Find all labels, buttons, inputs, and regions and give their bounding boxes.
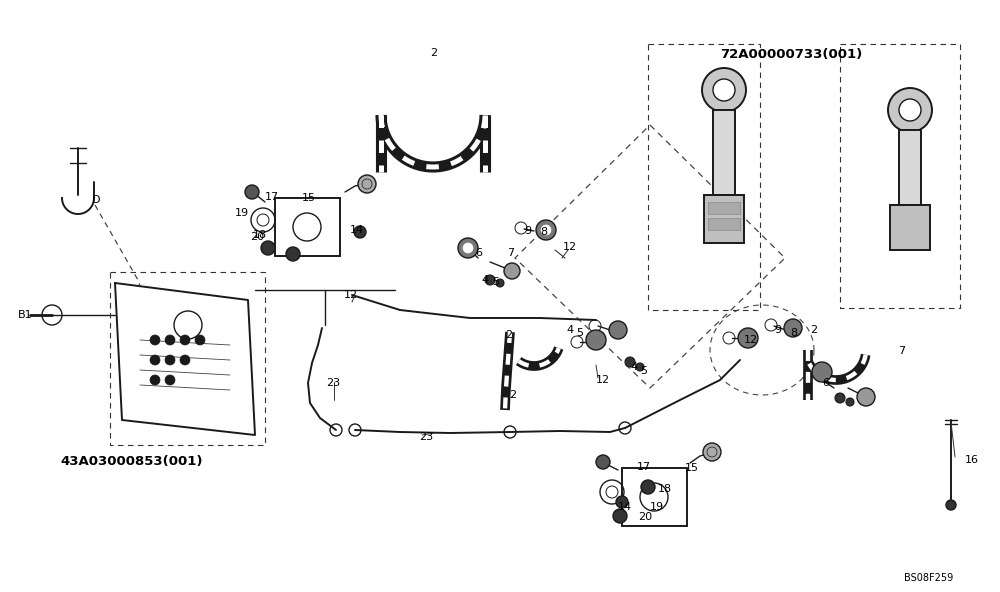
- Circle shape: [541, 225, 551, 235]
- Circle shape: [738, 328, 758, 348]
- Text: 18: 18: [253, 230, 267, 240]
- Text: 15: 15: [685, 463, 699, 473]
- Circle shape: [165, 375, 175, 385]
- Circle shape: [358, 175, 376, 193]
- Circle shape: [586, 330, 606, 350]
- Circle shape: [180, 355, 190, 365]
- Circle shape: [609, 321, 627, 339]
- Circle shape: [354, 226, 366, 238]
- Bar: [713, 110, 735, 195]
- Text: 12: 12: [563, 242, 577, 252]
- Text: 19: 19: [235, 208, 249, 218]
- Text: 8: 8: [790, 328, 797, 338]
- Circle shape: [165, 355, 175, 365]
- Circle shape: [812, 362, 832, 382]
- Text: 18: 18: [658, 484, 672, 494]
- Circle shape: [636, 363, 644, 371]
- Circle shape: [857, 388, 875, 406]
- Text: 23: 23: [326, 378, 340, 388]
- Text: 20: 20: [250, 232, 264, 242]
- Text: 23: 23: [419, 432, 433, 442]
- Circle shape: [702, 68, 746, 112]
- Text: 9: 9: [774, 325, 781, 335]
- Text: 5: 5: [640, 366, 647, 376]
- Bar: [704, 195, 744, 243]
- Bar: [275, 198, 340, 256]
- Text: 5: 5: [492, 277, 499, 287]
- Text: 12: 12: [596, 375, 610, 385]
- Circle shape: [150, 355, 160, 365]
- Text: 19: 19: [650, 502, 664, 512]
- Text: 16: 16: [965, 455, 979, 465]
- Circle shape: [362, 179, 372, 189]
- Text: 9: 9: [524, 226, 531, 236]
- Text: 15: 15: [302, 193, 316, 203]
- Circle shape: [165, 335, 175, 345]
- Bar: [899, 130, 921, 205]
- Circle shape: [195, 335, 205, 345]
- Bar: [622, 468, 687, 526]
- Circle shape: [835, 393, 845, 403]
- Circle shape: [616, 496, 628, 508]
- Text: 4: 4: [566, 325, 573, 335]
- Circle shape: [613, 509, 627, 523]
- Circle shape: [485, 275, 495, 285]
- Circle shape: [707, 447, 717, 457]
- Text: 2: 2: [810, 325, 817, 335]
- Text: 72A00000733(001): 72A00000733(001): [720, 48, 862, 61]
- Text: 17: 17: [265, 192, 279, 202]
- Circle shape: [458, 238, 478, 258]
- Text: 4: 4: [630, 362, 637, 372]
- Circle shape: [463, 243, 473, 253]
- Text: 8: 8: [540, 227, 547, 237]
- Circle shape: [888, 88, 932, 132]
- Polygon shape: [115, 283, 255, 435]
- Text: 12: 12: [344, 290, 358, 300]
- Text: BS08F259: BS08F259: [904, 573, 953, 583]
- Circle shape: [504, 263, 520, 279]
- Circle shape: [703, 443, 721, 461]
- Bar: [890, 205, 930, 250]
- Text: 4: 4: [481, 275, 488, 285]
- Text: 7: 7: [898, 346, 905, 356]
- Circle shape: [180, 335, 190, 345]
- Circle shape: [784, 319, 802, 337]
- Circle shape: [150, 335, 160, 345]
- Circle shape: [713, 79, 735, 101]
- Text: 2: 2: [505, 330, 512, 340]
- Text: 17: 17: [637, 462, 651, 472]
- Text: 6: 6: [822, 378, 829, 388]
- Circle shape: [286, 247, 300, 261]
- Text: 20: 20: [638, 512, 652, 522]
- Text: 6: 6: [475, 248, 482, 258]
- Circle shape: [625, 357, 635, 367]
- Circle shape: [245, 185, 259, 199]
- Circle shape: [846, 398, 854, 406]
- Text: 12: 12: [744, 335, 758, 345]
- Bar: [708, 218, 740, 230]
- Text: 5: 5: [576, 328, 583, 338]
- Circle shape: [496, 279, 504, 287]
- Circle shape: [150, 375, 160, 385]
- Circle shape: [261, 241, 275, 255]
- Text: 7: 7: [507, 248, 514, 258]
- Circle shape: [536, 220, 556, 240]
- Circle shape: [899, 99, 921, 121]
- Text: 43A03000853(001): 43A03000853(001): [60, 455, 202, 468]
- Circle shape: [596, 455, 610, 469]
- Text: D: D: [92, 195, 100, 205]
- Bar: [708, 202, 740, 214]
- Text: 2: 2: [430, 48, 437, 58]
- Text: 14: 14: [350, 225, 364, 235]
- Circle shape: [946, 500, 956, 510]
- Circle shape: [641, 480, 655, 494]
- Text: 2: 2: [509, 390, 516, 400]
- Text: 14: 14: [618, 502, 632, 512]
- Text: B1: B1: [18, 310, 33, 320]
